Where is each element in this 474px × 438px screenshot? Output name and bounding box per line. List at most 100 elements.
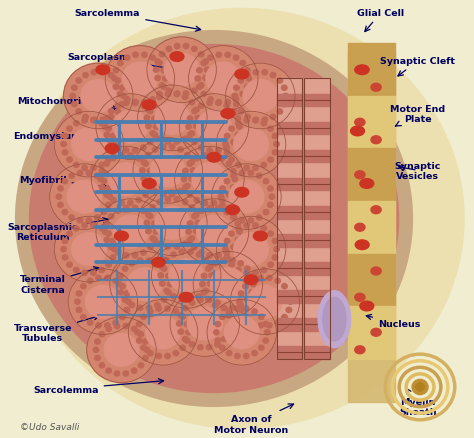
Circle shape: [214, 330, 219, 335]
Circle shape: [169, 192, 175, 197]
Circle shape: [189, 46, 258, 112]
Circle shape: [99, 332, 105, 337]
Circle shape: [193, 229, 199, 234]
Ellipse shape: [355, 119, 365, 127]
Circle shape: [189, 101, 195, 106]
Circle shape: [113, 85, 119, 90]
Circle shape: [208, 281, 213, 286]
Circle shape: [243, 284, 248, 289]
Circle shape: [58, 186, 63, 191]
Circle shape: [67, 127, 72, 132]
Circle shape: [268, 158, 273, 163]
Circle shape: [157, 61, 162, 67]
Circle shape: [211, 201, 217, 206]
Circle shape: [144, 347, 150, 353]
Circle shape: [169, 145, 175, 150]
Circle shape: [238, 261, 244, 266]
Bar: [276, 318, 302, 331]
Ellipse shape: [207, 153, 221, 162]
Circle shape: [245, 266, 250, 272]
Circle shape: [237, 230, 242, 235]
Circle shape: [96, 276, 101, 281]
Circle shape: [229, 158, 234, 163]
Circle shape: [100, 118, 106, 123]
Circle shape: [166, 47, 172, 53]
Circle shape: [244, 353, 249, 359]
Circle shape: [243, 81, 278, 113]
Circle shape: [238, 291, 244, 297]
Circle shape: [203, 289, 209, 294]
Circle shape: [231, 140, 237, 145]
Circle shape: [106, 127, 111, 132]
Circle shape: [104, 238, 109, 243]
Circle shape: [146, 316, 181, 349]
Circle shape: [142, 53, 147, 58]
Circle shape: [110, 255, 116, 261]
Circle shape: [234, 86, 239, 91]
Circle shape: [201, 92, 207, 97]
Circle shape: [225, 53, 230, 58]
Circle shape: [164, 258, 170, 263]
Circle shape: [87, 320, 93, 325]
Circle shape: [123, 253, 129, 258]
Circle shape: [229, 127, 234, 132]
Circle shape: [178, 189, 183, 194]
Circle shape: [50, 164, 119, 230]
Circle shape: [171, 252, 176, 258]
Circle shape: [206, 266, 211, 272]
Circle shape: [143, 193, 148, 198]
Bar: [276, 123, 302, 135]
Circle shape: [104, 133, 109, 138]
Circle shape: [231, 215, 237, 221]
Circle shape: [93, 347, 99, 353]
Circle shape: [156, 306, 162, 311]
Bar: [348, 306, 394, 359]
Circle shape: [187, 238, 193, 243]
Circle shape: [231, 109, 237, 114]
Circle shape: [113, 68, 119, 74]
Circle shape: [245, 85, 250, 90]
Circle shape: [263, 179, 269, 184]
Circle shape: [137, 306, 143, 311]
Circle shape: [253, 271, 258, 276]
Circle shape: [106, 368, 111, 374]
Circle shape: [244, 119, 249, 124]
Circle shape: [99, 363, 105, 368]
Circle shape: [183, 44, 189, 49]
Circle shape: [147, 109, 153, 114]
Circle shape: [154, 230, 159, 235]
Circle shape: [56, 194, 62, 200]
Circle shape: [202, 153, 208, 159]
Circle shape: [133, 53, 138, 58]
Circle shape: [272, 239, 278, 244]
Text: Sarcoplasmic
Reticulum: Sarcoplasmic Reticulum: [8, 218, 108, 242]
Circle shape: [248, 171, 254, 176]
Circle shape: [155, 76, 161, 81]
Circle shape: [133, 100, 138, 106]
Circle shape: [76, 307, 82, 313]
Circle shape: [184, 184, 190, 189]
Circle shape: [221, 306, 226, 311]
Circle shape: [131, 368, 137, 374]
Circle shape: [152, 133, 157, 138]
Circle shape: [73, 268, 79, 273]
Circle shape: [224, 150, 230, 155]
Text: Terminal
Cisterna: Terminal Cisterna: [20, 267, 99, 294]
Circle shape: [99, 268, 104, 273]
Circle shape: [229, 232, 234, 237]
Circle shape: [164, 289, 170, 294]
Circle shape: [263, 210, 269, 215]
Circle shape: [179, 95, 249, 160]
Circle shape: [173, 351, 179, 356]
Circle shape: [191, 140, 197, 145]
Circle shape: [228, 321, 233, 326]
Text: Sarcolemma: Sarcolemma: [33, 379, 164, 394]
Circle shape: [91, 271, 96, 276]
Circle shape: [136, 198, 142, 203]
Circle shape: [195, 77, 201, 82]
Circle shape: [174, 92, 180, 97]
Circle shape: [224, 316, 259, 349]
Circle shape: [197, 68, 202, 74]
Circle shape: [131, 327, 137, 332]
Circle shape: [258, 323, 263, 328]
